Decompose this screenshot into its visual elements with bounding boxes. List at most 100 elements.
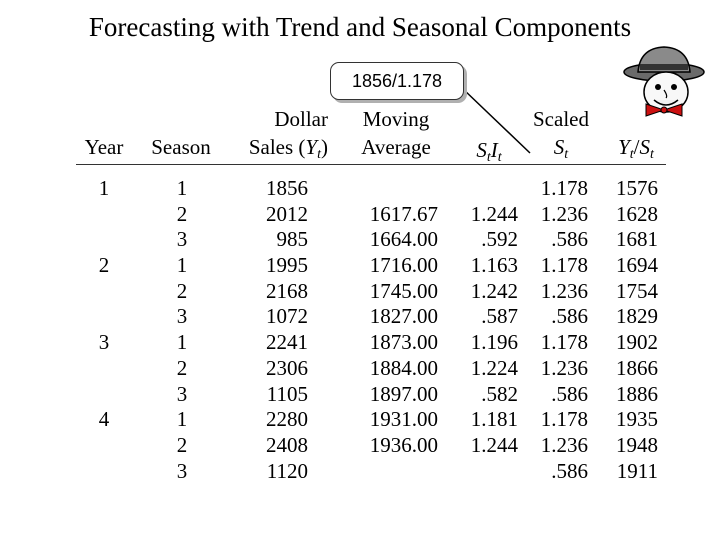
header-sales-line2: Sales (Yt) — [248, 135, 328, 162]
header-sales: Dollar Sales (Yt) — [222, 105, 328, 169]
scaled-cell: 1.178 — [540, 253, 588, 278]
header-scaled-line2: St — [553, 135, 569, 162]
si-cell: 1.163 — [470, 253, 518, 278]
header-moving-average: Moving Average — [346, 105, 446, 161]
sales-cell: 2280 — [266, 407, 308, 432]
scaled-cell: 1.178 — [540, 176, 588, 200]
season-cell: 1 — [176, 176, 188, 200]
si-cell — [452, 459, 518, 485]
ratio-cell: 1829 — [616, 304, 658, 329]
ratio-cell: 1902 — [616, 330, 658, 355]
year-cell — [80, 304, 128, 330]
sales-cell: 1120 — [266, 458, 308, 483]
si-cell — [452, 176, 518, 202]
si-cell: .587 — [481, 304, 518, 329]
header-scaled: Scaled St — [522, 105, 600, 169]
year-cell: 2 — [98, 253, 110, 278]
si-cell: .592 — [481, 227, 518, 252]
professor-mascot-icon — [623, 46, 705, 117]
sales-cell: 2168 — [266, 278, 308, 303]
season-cell: 3 — [176, 304, 188, 329]
year-cell — [80, 433, 128, 459]
slide-title: Forecasting with Trend and Seasonal Comp… — [88, 12, 632, 42]
year-cell — [80, 382, 128, 408]
header-ratio: Yt/St — [618, 135, 654, 162]
season-cell: 2 — [176, 355, 188, 380]
season-cell: 3 — [176, 381, 188, 406]
moving-average-cell: 1897.00 — [369, 381, 438, 406]
scaled-cell: 1.236 — [540, 278, 588, 303]
scaled-cell: 1.236 — [540, 201, 588, 226]
season-cell: 2 — [176, 432, 188, 457]
sales-cell: 1856 — [266, 176, 308, 200]
season-cell: 1 — [176, 407, 188, 432]
scaled-cell: 1.178 — [540, 407, 588, 432]
si-cell: 1.242 — [470, 278, 518, 303]
header-ma-line2: Average — [361, 135, 431, 159]
si-cell: 1.244 — [470, 432, 518, 457]
season-cell: 2 — [176, 278, 188, 303]
sales-cell: 2241 — [266, 330, 308, 355]
sales-cell: 2408 — [266, 432, 308, 457]
sales-cell: 1072 — [266, 304, 308, 329]
si-cell: 1.244 — [470, 201, 518, 226]
sales-cell: 1995 — [266, 253, 308, 278]
callout-box: 1856/1.178 — [330, 62, 464, 100]
year-cell — [80, 227, 128, 253]
column-deseasonalized: 1576 1628 1681 1694 1754 1829 1902 1866 … — [600, 176, 658, 484]
scaled-cell: .586 — [551, 304, 588, 329]
column-season: 1 2 3 1 2 3 1 2 3 1 2 3 — [158, 176, 206, 484]
si-cell: 1.224 — [470, 355, 518, 380]
year-cell — [80, 459, 128, 485]
ratio-cell: 1628 — [616, 201, 658, 226]
year-cell — [80, 356, 128, 382]
column-scaled: 1.178 1.236 .586 1.178 1.236 .586 1.178 … — [522, 176, 588, 484]
ratio-cell: 1948 — [616, 432, 658, 457]
year-cell: 1 — [98, 176, 110, 200]
moving-average-cell — [346, 459, 438, 485]
scaled-cell: 1.178 — [540, 330, 588, 355]
season-cell: 1 — [176, 330, 188, 355]
season-cell: 3 — [176, 227, 188, 252]
sales-cell: 2012 — [266, 201, 308, 226]
moving-average-cell: 1936.00 — [369, 432, 438, 457]
ratio-cell: 1911 — [616, 458, 658, 483]
season-cell: 2 — [176, 201, 188, 226]
moving-average-cell: 1931.00 — [369, 407, 438, 432]
si-cell: 1.181 — [470, 407, 518, 432]
header-year: Year — [84, 135, 124, 159]
moving-average-cell: 1716.00 — [369, 253, 438, 278]
scaled-cell: .586 — [551, 458, 588, 483]
ratio-cell: 1576 — [616, 176, 658, 200]
ratio-cell: 1866 — [616, 355, 658, 380]
column-year: 1 2 3 4 — [80, 176, 128, 484]
header-divider — [76, 164, 666, 165]
column-si: 1.244 .592 1.163 1.242 .587 1.196 1.224 … — [452, 176, 518, 484]
ratio-cell: 1754 — [616, 278, 658, 303]
header-scaled-line1: Scaled — [533, 107, 589, 131]
moving-average-cell — [346, 176, 438, 202]
sales-cell: 985 — [276, 227, 309, 252]
moving-average-cell: 1664.00 — [369, 227, 438, 252]
ratio-cell: 1694 — [616, 253, 658, 278]
year-cell: 4 — [98, 407, 110, 432]
column-moving-average: 1617.67 1664.00 1716.00 1745.00 1827.00 … — [346, 176, 438, 484]
moving-average-cell: 1884.00 — [369, 355, 438, 380]
season-cell: 3 — [176, 458, 188, 483]
header-ma-line1: Moving — [362, 107, 430, 131]
sales-cell: 1105 — [266, 381, 308, 406]
year-cell — [80, 202, 128, 228]
ratio-cell: 1681 — [616, 227, 658, 252]
ratio-cell: 1935 — [616, 407, 658, 432]
moving-average-cell: 1827.00 — [369, 304, 438, 329]
year-cell: 3 — [98, 330, 110, 355]
scaled-cell: .586 — [551, 227, 588, 252]
moving-average-cell: 1873.00 — [369, 330, 438, 355]
si-cell: .582 — [481, 381, 518, 406]
scaled-cell: 1.236 — [540, 432, 588, 457]
moving-average-cell: 1745.00 — [369, 278, 438, 303]
header-si: StIt — [476, 138, 502, 165]
moving-average-cell: 1617.67 — [369, 201, 438, 226]
header-season: Season — [151, 135, 211, 159]
